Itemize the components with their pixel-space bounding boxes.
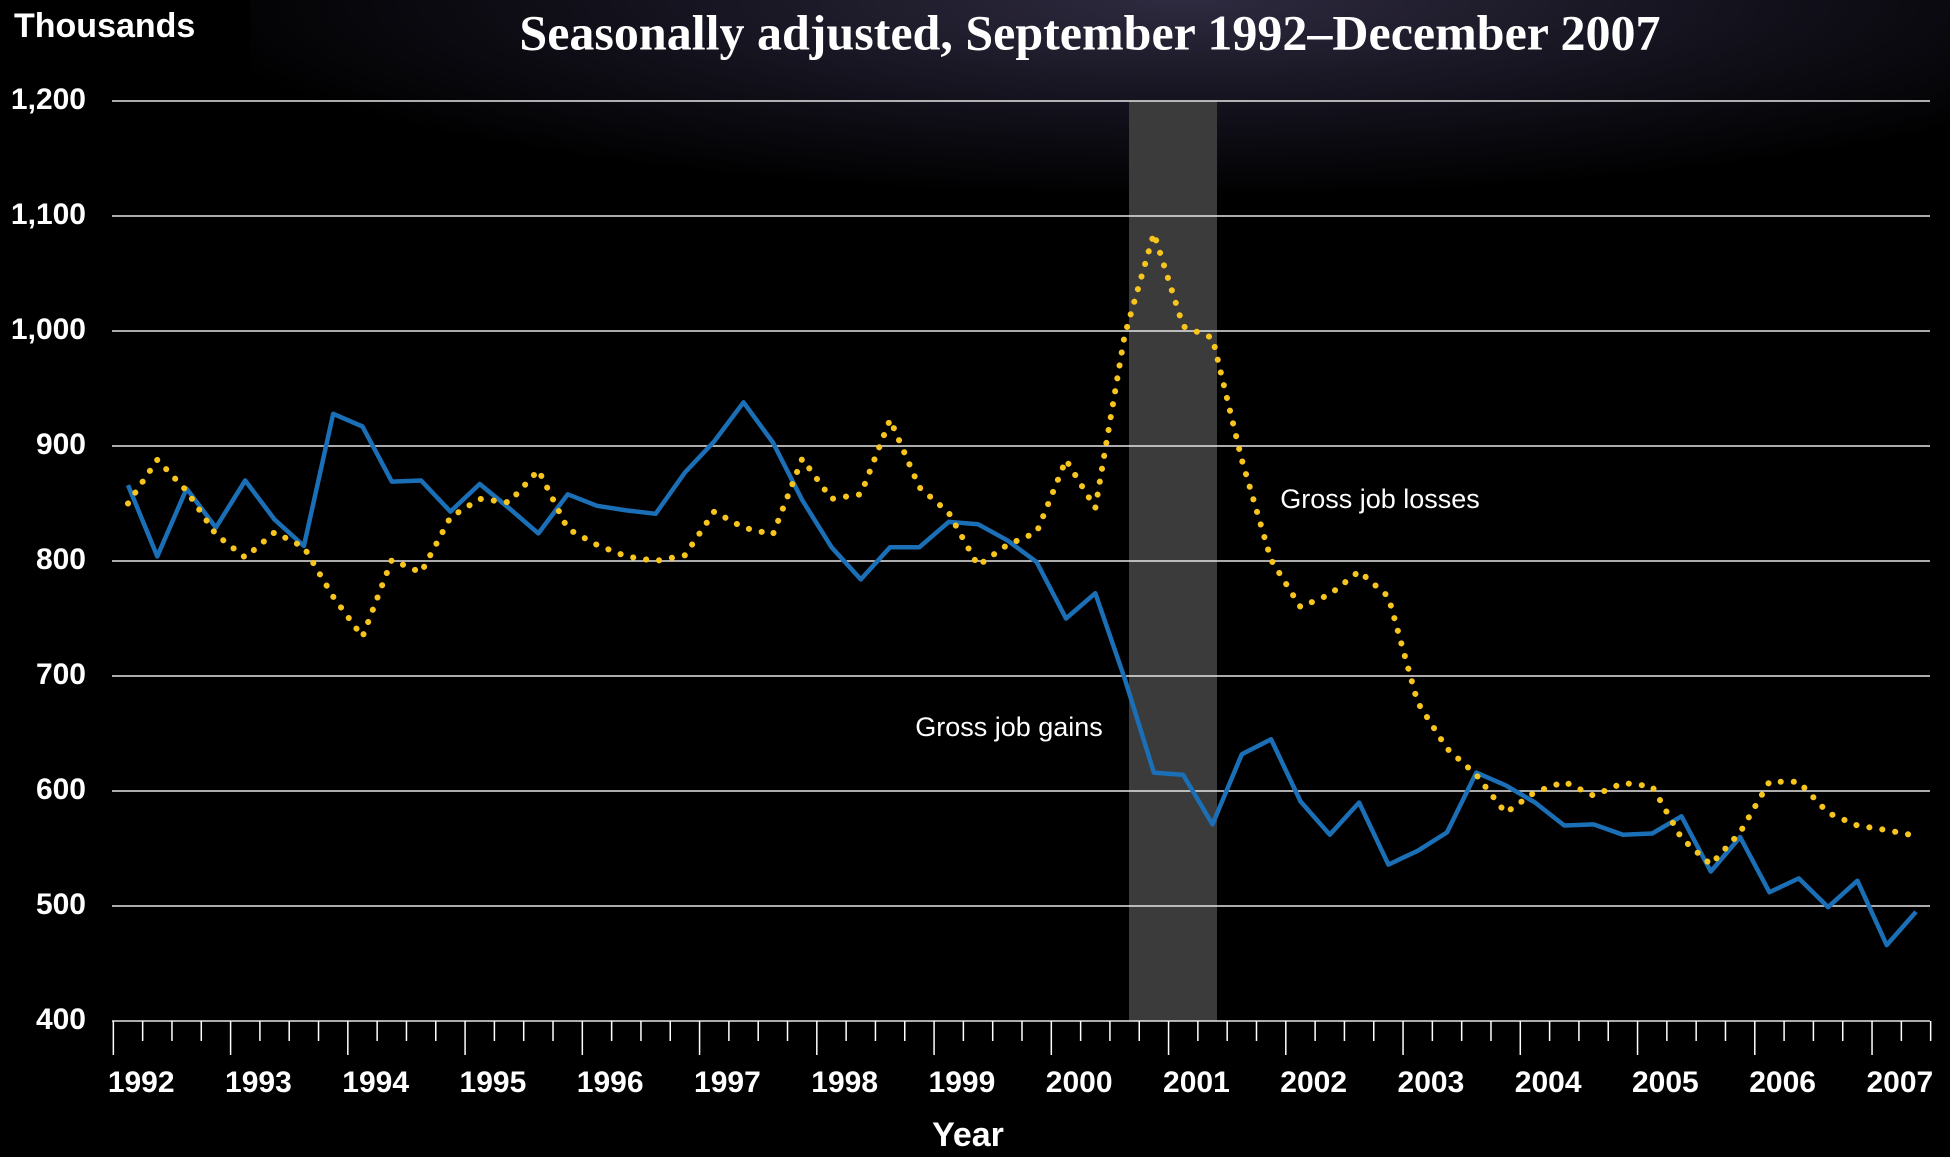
x-tick-label: 2005 xyxy=(1632,1066,1699,1099)
x-tick-label: 2002 xyxy=(1280,1066,1347,1099)
x-tick-label: 1997 xyxy=(694,1066,761,1099)
y-tick-label: 1,200 xyxy=(11,83,86,116)
x-tick-label: 2001 xyxy=(1163,1066,1230,1099)
series-annotation: Gross job gains xyxy=(915,712,1103,742)
x-axis-title: Year xyxy=(932,1116,1004,1154)
x-tick-label: 1998 xyxy=(811,1066,878,1099)
y-tick-label: 1,100 xyxy=(11,198,86,231)
chart-title: Seasonally adjusted, September 1992–Dece… xyxy=(519,4,1660,60)
x-tick-label: 2007 xyxy=(1867,1066,1934,1099)
y-tick-label: 800 xyxy=(36,543,86,576)
series-annotation: Gross job losses xyxy=(1280,484,1480,514)
y-tick-label: 400 xyxy=(36,1003,86,1036)
x-tick-label: 2000 xyxy=(1046,1066,1113,1099)
chart: Seasonally adjusted, September 1992–Dece… xyxy=(0,0,1950,1157)
x-tick-label: 1993 xyxy=(225,1066,292,1099)
y-tick-label: 600 xyxy=(36,773,86,806)
y-axis-title: Thousands xyxy=(14,7,195,45)
x-tick-label: 1992 xyxy=(108,1066,175,1099)
x-tick-label: 1994 xyxy=(342,1066,409,1099)
y-tick-label: 500 xyxy=(36,888,86,921)
y-tick-label: 700 xyxy=(36,658,86,691)
x-tick-label: 2004 xyxy=(1515,1066,1582,1099)
x-tick-label: 2006 xyxy=(1749,1066,1816,1099)
x-tick-label: 2003 xyxy=(1398,1066,1465,1099)
y-tick-label: 900 xyxy=(36,428,86,461)
y-tick-label: 1,000 xyxy=(11,313,86,346)
x-tick-label: 1999 xyxy=(929,1066,996,1099)
x-tick-label: 1995 xyxy=(460,1066,527,1099)
x-tick-label: 1996 xyxy=(577,1066,644,1099)
